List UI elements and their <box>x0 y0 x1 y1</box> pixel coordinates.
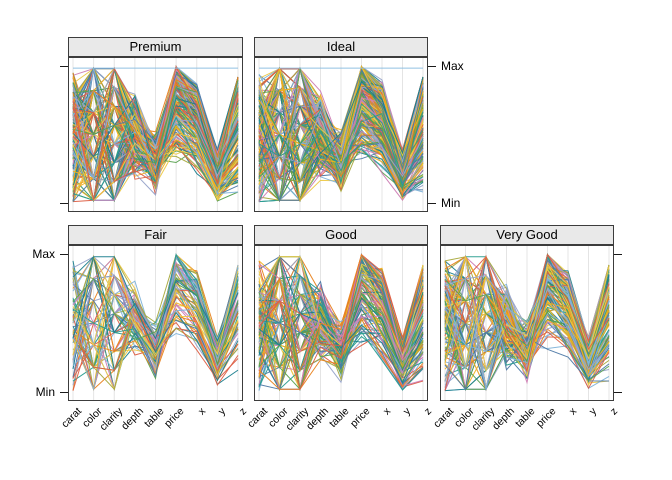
panel-border <box>68 245 243 401</box>
x-axis-label-price: price <box>347 405 373 430</box>
x-axis-label-x: x <box>195 405 208 418</box>
x-axis-label-y: y <box>215 405 229 418</box>
facet-title: Good <box>325 227 357 242</box>
facet-good: Good <box>254 225 428 401</box>
x-axis-label-z: z <box>607 405 620 418</box>
panel-border <box>254 245 428 401</box>
y-axis-label-max: Max <box>32 247 55 261</box>
parcoord-lines <box>72 65 239 203</box>
facet-very-good: Very Good <box>440 225 614 401</box>
x-axis-label-x: x <box>380 405 393 418</box>
facet-title: Very Good <box>496 227 558 242</box>
facet-title: Premium <box>129 39 182 54</box>
facet-panel <box>68 245 243 401</box>
x-axis-label-carat: carat <box>58 405 84 431</box>
facet-ideal: Ideal <box>254 37 428 212</box>
x-axis-label-carat: carat <box>430 405 456 431</box>
facet-strip: Ideal <box>254 37 428 57</box>
facet-strip: Good <box>254 225 428 245</box>
facet-strip: Fair <box>68 225 243 245</box>
x-axis-label-z: z <box>421 405 434 418</box>
facet-panel <box>254 57 428 212</box>
panel-border <box>68 57 243 212</box>
facet-panel <box>68 57 243 212</box>
panel-border <box>254 57 428 212</box>
x-axis-label-z: z <box>236 405 249 418</box>
x-axis-label-y: y <box>401 405 414 418</box>
x-axis-label-price: price <box>533 405 559 430</box>
facet-premium: Premium <box>68 37 243 212</box>
panel-border <box>440 245 614 401</box>
y-axis-label-max: Max <box>441 59 464 73</box>
y-axis-tick <box>428 65 436 67</box>
x-axis-label-table: table <box>141 405 167 430</box>
parcoord-lines <box>258 65 424 203</box>
y-axis-tick <box>60 202 68 204</box>
x-axis-label-table: table <box>513 405 538 430</box>
y-axis-tick <box>60 253 68 255</box>
facet-panel <box>254 245 428 401</box>
x-axis-label-depth: depth <box>118 405 146 433</box>
x-axis-label-y: y <box>587 405 600 418</box>
y-axis-tick <box>614 253 622 255</box>
y-axis-label-min: Min <box>441 196 461 210</box>
parcoord-lines <box>72 253 239 392</box>
parcoord-lines <box>444 253 610 392</box>
facet-title: Fair <box>144 227 167 242</box>
y-axis-label-min: Min <box>35 385 55 399</box>
y-axis-tick <box>60 391 68 393</box>
y-axis-tick <box>614 391 622 393</box>
x-axis-label-carat: carat <box>244 405 270 431</box>
parcoord-lines <box>258 253 424 392</box>
facet-title: Ideal <box>326 39 356 54</box>
x-axis-label-price: price <box>162 405 187 430</box>
x-axis-label-x: x <box>566 405 579 418</box>
facet-panel <box>440 245 614 401</box>
facet-fair: Fair <box>68 225 243 401</box>
facet-strip: Premium <box>68 37 243 57</box>
y-axis-tick <box>428 202 436 204</box>
x-axis-label-table: table <box>327 405 352 430</box>
facet-strip: Very Good <box>440 225 614 245</box>
y-axis-tick <box>60 65 68 67</box>
